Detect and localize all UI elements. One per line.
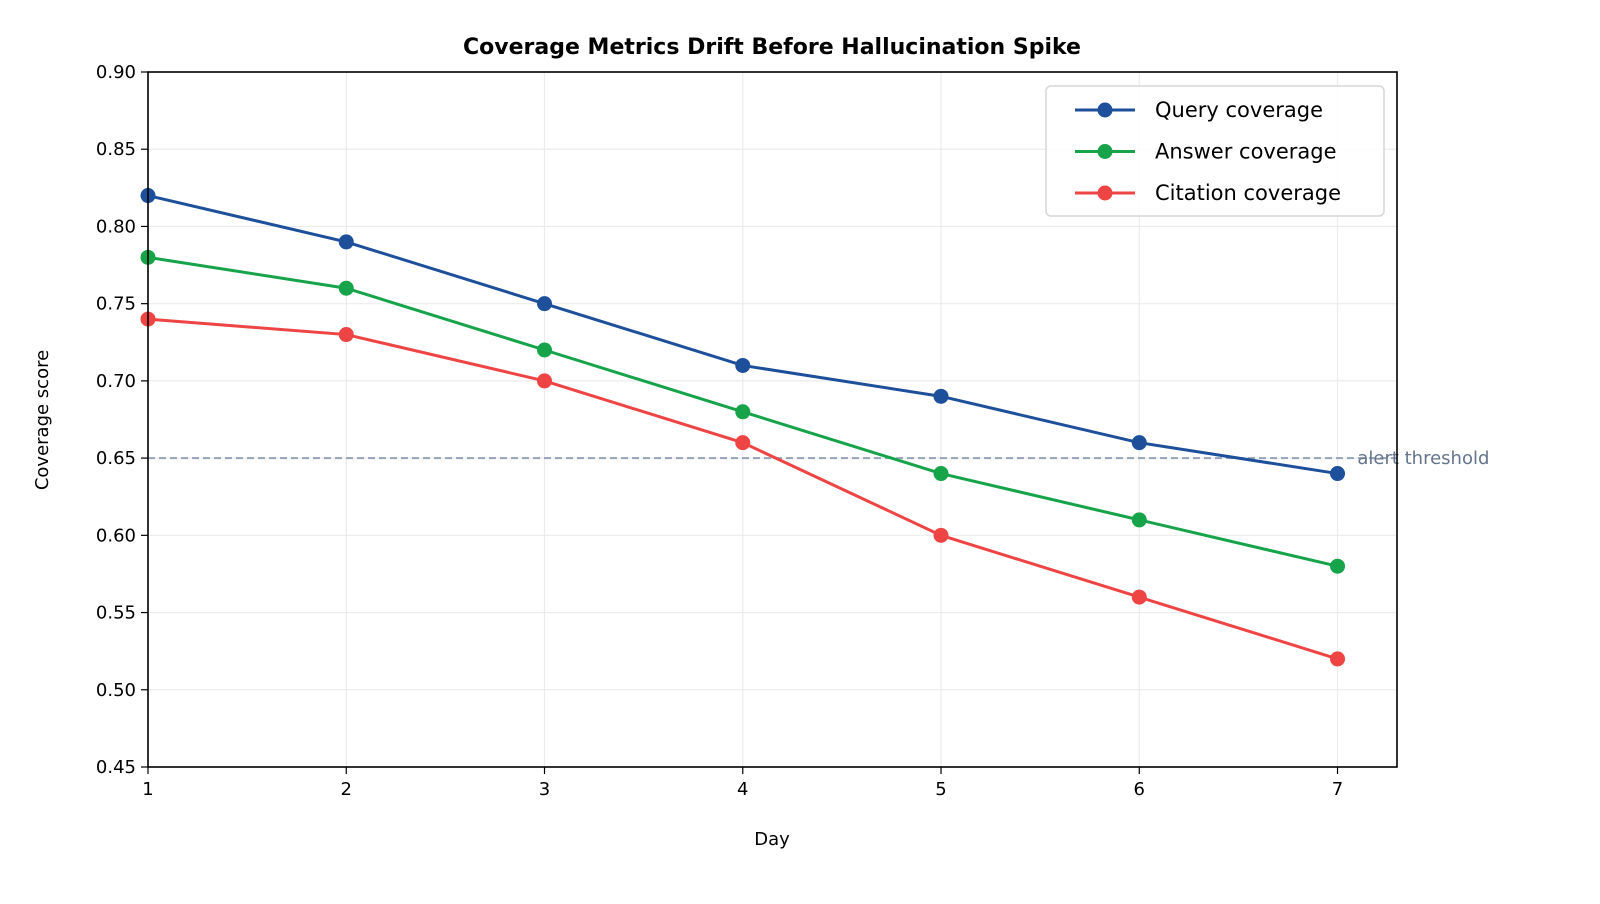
- legend-label: Citation coverage: [1155, 181, 1341, 205]
- data-point: [1131, 589, 1147, 605]
- plot-frame: [147, 71, 1398, 768]
- data-point: [1330, 558, 1346, 574]
- data-point: [1330, 466, 1346, 482]
- data-point: [735, 404, 751, 420]
- y-tick-label: 0.90: [96, 62, 136, 83]
- y-tick-label: 0.75: [96, 294, 136, 315]
- series-query-coverage: [140, 188, 1346, 482]
- data-point: [338, 280, 354, 296]
- data-point: [933, 388, 949, 404]
- x-tick-label: 5: [935, 779, 946, 800]
- y-tick-label: 0.45: [96, 757, 136, 778]
- data-point: [1131, 512, 1147, 528]
- x-tick-label: 2: [341, 779, 352, 800]
- data-point: [735, 357, 751, 373]
- data-point: [537, 342, 553, 358]
- chart-title: Coverage Metrics Drift Before Hallucinat…: [463, 35, 1081, 60]
- series-group: [140, 188, 1346, 667]
- y-tick-label: 0.80: [96, 216, 136, 237]
- axis-ticks: 1 2 3 4 5 6 7 0.45 0.50 0.55 0.60 0.65 0.70 0.75 0.80 0…: [96, 62, 1343, 800]
- legend-item: Query coverage: [1075, 98, 1323, 122]
- threshold-line: alert threshold: [148, 448, 1489, 469]
- y-tick-label: 0.70: [96, 371, 136, 392]
- legend-marker: [1097, 102, 1113, 118]
- data-point: [338, 234, 354, 250]
- y-tick-label: 0.50: [96, 680, 136, 701]
- legend: Query coverage Answer coverage Citation co…: [1045, 85, 1385, 217]
- x-tick-label: 1: [142, 779, 153, 800]
- threshold-label: alert threshold: [1357, 448, 1489, 469]
- x-tick-label: 3: [539, 779, 550, 800]
- y-tick-label: 0.60: [96, 525, 136, 546]
- series-citation-coverage: [140, 311, 1346, 667]
- series-answer-coverage: [140, 249, 1346, 574]
- legend-label: Query coverage: [1155, 98, 1323, 122]
- legend-label: Answer coverage: [1155, 140, 1337, 164]
- legend-box: [1045, 85, 1385, 217]
- data-point: [1330, 651, 1346, 667]
- y-axis-label: Coverage score: [32, 350, 53, 490]
- legend-marker: [1097, 185, 1113, 201]
- data-point: [933, 466, 949, 482]
- legend-item: Answer coverage: [1075, 140, 1337, 164]
- legend-marker: [1097, 144, 1113, 159]
- data-point: [933, 527, 949, 543]
- data-point: [1131, 435, 1147, 451]
- x-tick-label: 6: [1134, 779, 1145, 800]
- y-tick-label: 0.55: [96, 603, 136, 624]
- x-axis-label: Day: [754, 829, 790, 850]
- data-point: [338, 327, 354, 343]
- x-tick-label: 7: [1332, 779, 1343, 800]
- data-point: [735, 435, 751, 451]
- legend-item: Citation coverage: [1075, 181, 1341, 205]
- y-tick-label: 0.85: [96, 139, 136, 160]
- y-tick-label: 0.65: [96, 448, 136, 469]
- data-point: [537, 373, 553, 389]
- x-tick-label: 4: [737, 779, 748, 800]
- data-point: [537, 296, 553, 312]
